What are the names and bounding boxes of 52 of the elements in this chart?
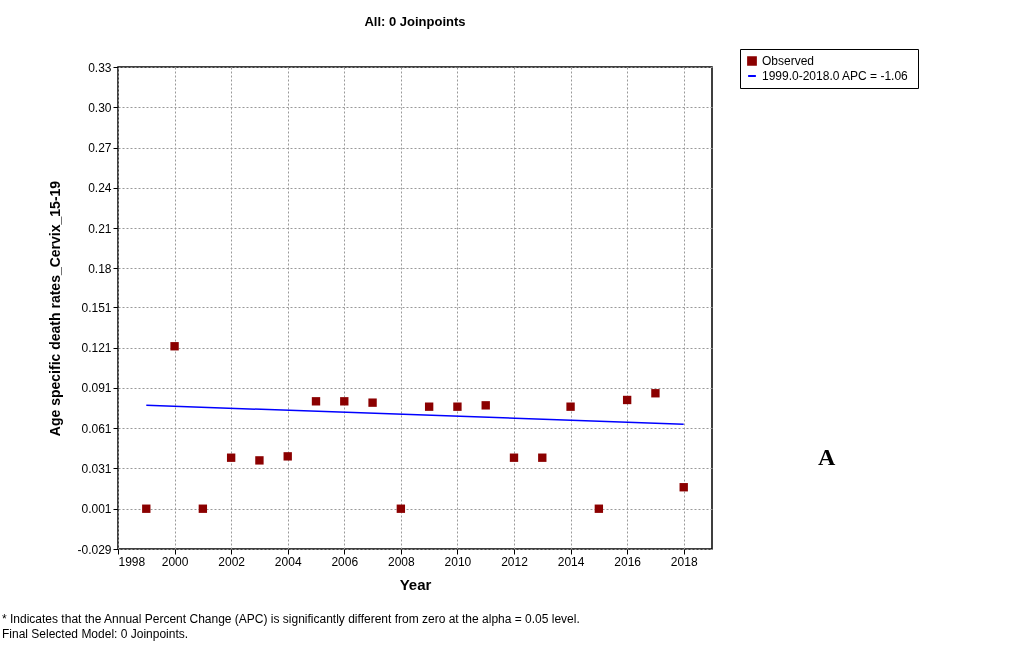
- y-tick-label: 0.001: [81, 502, 112, 517]
- text: Final Selected Model: 0 Joinpoints.: [2, 627, 190, 642]
- y-tick-label: 0.30: [88, 100, 112, 115]
- point: [226, 453, 236, 462]
- y-tick-label: 0.27: [88, 141, 112, 156]
- point: [340, 397, 349, 406]
- x-axis-title: Year: [399, 575, 432, 593]
- x-tick-label: 2016: [614, 554, 642, 569]
- point: [283, 452, 292, 461]
- y-tick-label: 0.091: [81, 381, 112, 396]
- y-tick-label: 0.121: [81, 341, 112, 356]
- y-tick-label: 0.151: [81, 300, 112, 315]
- text: A: [818, 444, 836, 471]
- point: [509, 453, 519, 462]
- x-tick-label: 2010: [444, 554, 472, 569]
- point: [481, 401, 490, 410]
- y-tick-label: 0.18: [88, 261, 112, 276]
- legend-label: Observed: [762, 54, 815, 68]
- y-tick-label: 0.031: [81, 461, 112, 476]
- x-tick-label: 2014: [557, 554, 585, 569]
- x-tick-label: 2008: [388, 554, 416, 569]
- x-tick-label: 2006: [331, 554, 359, 569]
- y-tick-label: 0.061: [81, 421, 112, 436]
- point: [538, 453, 547, 462]
- x-tick-label: 2002: [218, 554, 246, 569]
- y-tick-label: 0.33: [88, 60, 112, 75]
- x-tick-label: 2004: [274, 554, 302, 569]
- point: [255, 456, 264, 465]
- y-tick-label: 0.24: [88, 181, 112, 196]
- y-tick-label: -0.029: [77, 542, 112, 557]
- point: [198, 504, 208, 513]
- point: [679, 483, 688, 492]
- point: [424, 402, 434, 411]
- point: [311, 397, 321, 406]
- x-tick-label: 2012: [501, 554, 529, 569]
- y-tick-label: 0.21: [88, 221, 112, 236]
- x-tick-label: 2018: [670, 554, 698, 569]
- point: [142, 504, 151, 513]
- point: [566, 402, 575, 411]
- point: [368, 398, 377, 407]
- point: [594, 504, 604, 513]
- point: [622, 395, 632, 405]
- point: [651, 389, 660, 398]
- y-axis-title: Age specific death rates_Cervix_15-19: [47, 180, 64, 437]
- point: [170, 342, 179, 351]
- point: [396, 504, 406, 513]
- chart-title: All: 0 Joinpoints: [364, 13, 466, 29]
- x-tick-label: 1998: [118, 554, 146, 569]
- legend-label: 1999.0-2018.0 APC = -1.06: [762, 69, 909, 83]
- x-tick-label: 2000: [161, 554, 189, 569]
- text: * Indicates that the Annual Percent Change (APC) is significantly different from zero at the alpha = 0.05 level.: [2, 612, 580, 627]
- point: [453, 402, 462, 411]
